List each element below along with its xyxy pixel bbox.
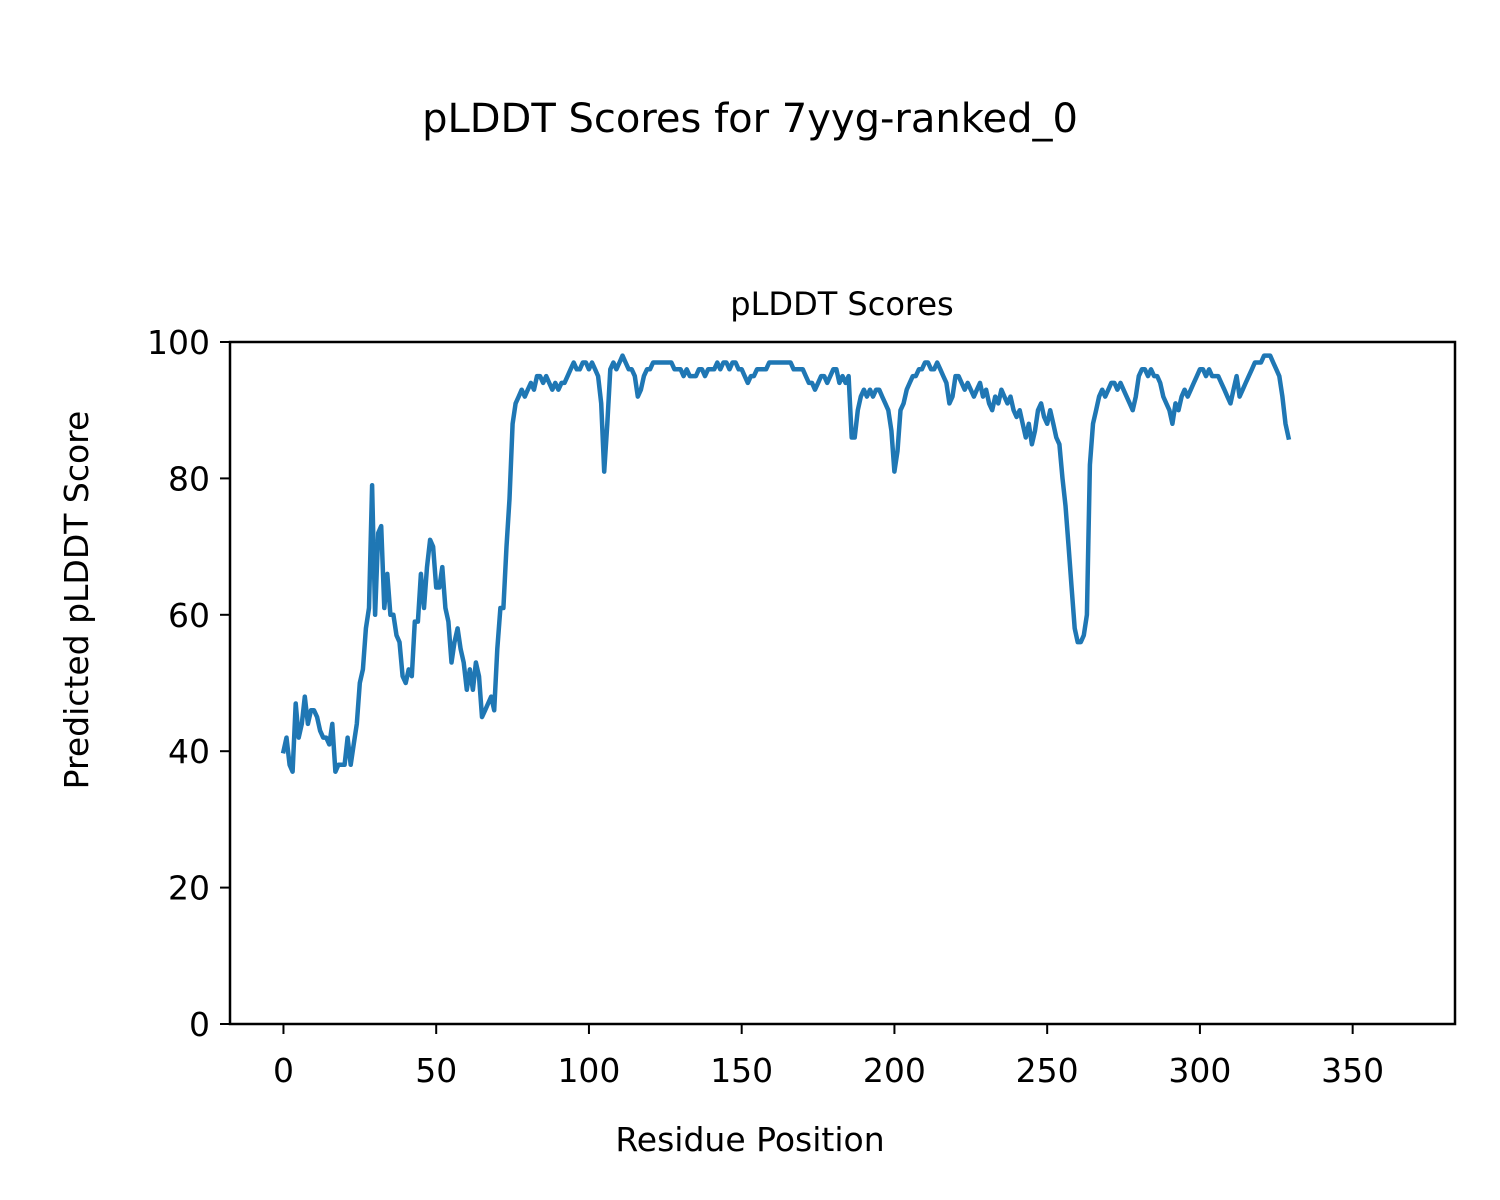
plot-area bbox=[230, 342, 1455, 1024]
x-tick-label: 50 bbox=[415, 1051, 457, 1090]
x-tick-label: 350 bbox=[1321, 1051, 1384, 1090]
y-axis-label: Predicted pLDDT Score bbox=[57, 411, 96, 790]
x-tick-label: 200 bbox=[863, 1051, 926, 1090]
plot-frame bbox=[228, 340, 1457, 1026]
x-tick-label: 0 bbox=[273, 1051, 294, 1090]
y-tick-label: 100 bbox=[147, 323, 210, 362]
y-tick-label: 80 bbox=[168, 459, 210, 498]
y-axis: 0 20 40 60 80 100 bbox=[147, 323, 230, 1044]
y-tick-label: 40 bbox=[168, 732, 210, 771]
y-tick-label: 60 bbox=[168, 596, 210, 635]
chart-title: pLDDT Scores bbox=[730, 285, 953, 323]
x-tick-label: 100 bbox=[557, 1051, 620, 1090]
y-tick-label: 20 bbox=[168, 869, 210, 908]
x-axis: 0 50 100 150 200 250 300 350 bbox=[273, 1024, 1384, 1090]
series-line bbox=[280, 353, 1292, 774]
figure-suptitle: pLDDT Scores for 7yyg-ranked_0 bbox=[422, 96, 1078, 142]
y-tick-label: 0 bbox=[189, 1005, 210, 1044]
x-tick-label: 250 bbox=[1016, 1051, 1079, 1090]
x-axis-label: Residue Position bbox=[615, 1120, 884, 1159]
x-tick-label: 300 bbox=[1168, 1051, 1231, 1090]
x-tick-label: 150 bbox=[710, 1051, 773, 1090]
series-layer bbox=[280, 353, 1292, 774]
